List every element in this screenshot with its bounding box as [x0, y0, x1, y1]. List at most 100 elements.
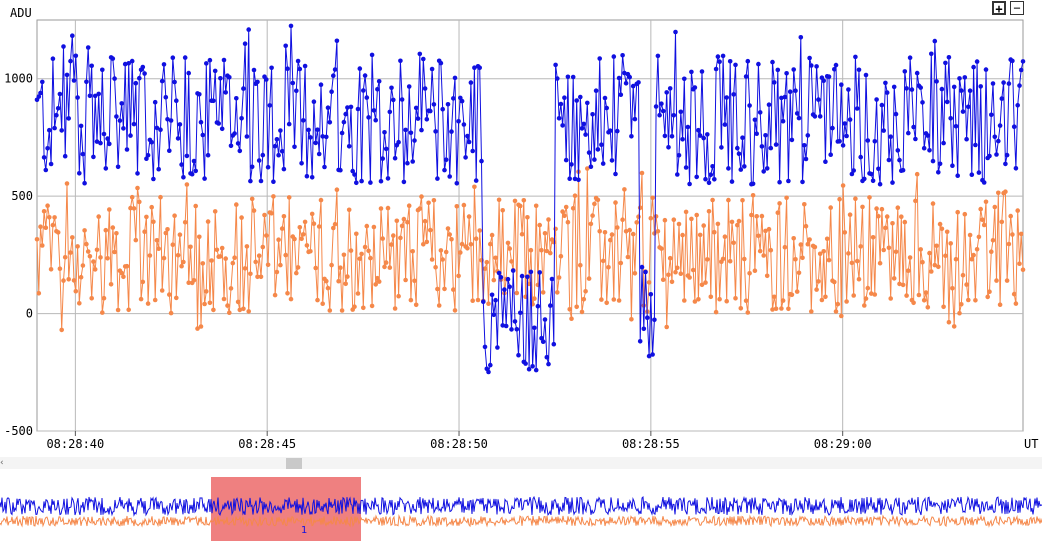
orange-point	[992, 204, 998, 210]
orange-point	[50, 222, 56, 228]
blue-point	[205, 152, 211, 158]
blue-point	[865, 138, 871, 143]
blue-point	[175, 136, 181, 141]
orange-point	[232, 255, 237, 260]
blue-point	[803, 156, 809, 162]
orange-point	[421, 242, 426, 247]
orange-point	[743, 298, 749, 304]
y-tick-label: 1000	[4, 72, 33, 86]
orange-point	[876, 214, 881, 219]
orange-point	[332, 221, 338, 227]
orange-point	[528, 247, 534, 253]
blue-point	[107, 141, 112, 147]
orange-point	[57, 266, 63, 272]
blue-point	[279, 148, 285, 154]
orange-point	[680, 232, 685, 238]
orange-point	[805, 241, 811, 247]
blue-point	[678, 109, 684, 115]
blue-point	[747, 103, 752, 108]
horizontal-scrollbar[interactable]: ‹	[0, 457, 1042, 469]
blue-point	[528, 269, 534, 275]
orange-point	[406, 203, 412, 208]
orange-point	[145, 301, 151, 306]
orange-point	[967, 232, 973, 238]
scroll-left-arrow-icon[interactable]: ‹	[0, 458, 4, 468]
blue-point	[59, 128, 64, 133]
blue-point	[364, 95, 370, 100]
orange-point	[285, 291, 290, 296]
blue-point	[391, 97, 396, 103]
blue-point	[1006, 81, 1012, 86]
blue-point	[352, 172, 357, 177]
blue-point	[750, 181, 756, 187]
blue-point	[172, 79, 177, 85]
blue-point	[846, 87, 851, 92]
orange-point	[602, 230, 608, 235]
scrollbar-thumb[interactable]	[286, 458, 302, 469]
blue-point	[488, 362, 493, 368]
blue-point	[784, 71, 789, 76]
blue-point	[773, 142, 779, 147]
orange-point	[784, 195, 789, 201]
blue-point	[401, 179, 407, 185]
orange-point	[1017, 261, 1022, 267]
blue-point	[327, 120, 333, 125]
blue-point	[913, 136, 918, 142]
blue-point	[724, 95, 729, 100]
orange-point	[205, 219, 211, 224]
orange-point	[563, 204, 569, 210]
orange-point	[101, 295, 107, 301]
zoom-in-button[interactable]: +	[992, 1, 1006, 16]
orange-point	[817, 251, 823, 257]
orange-point	[532, 296, 537, 301]
overview-series-blue	[0, 495, 1042, 517]
orange-point	[265, 262, 271, 268]
blue-point	[413, 105, 419, 111]
blue-point	[189, 171, 195, 177]
orange-point	[586, 276, 592, 281]
blue-point	[567, 176, 572, 181]
blue-point	[115, 164, 121, 170]
blue-point	[331, 73, 336, 78]
blue-point	[842, 121, 848, 126]
orange-point	[611, 297, 617, 302]
blue-point	[851, 168, 856, 173]
orange-point	[980, 217, 985, 222]
orange-point	[417, 206, 423, 211]
overview-navigator[interactable]: 1	[0, 470, 1042, 542]
blue-point	[382, 130, 387, 135]
orange-point	[272, 292, 278, 298]
blue-point	[576, 177, 581, 183]
blue-point	[683, 165, 689, 170]
blue-point	[518, 310, 523, 316]
orange-point	[891, 276, 897, 281]
orange-point	[713, 309, 719, 315]
blue-point	[246, 27, 251, 32]
orange-point	[369, 303, 375, 309]
blue-point	[990, 81, 996, 86]
blue-point	[960, 109, 966, 114]
orange-point	[92, 267, 98, 272]
zoom-out-button[interactable]: −	[1010, 1, 1024, 15]
blue-point	[951, 84, 957, 90]
blue-point	[276, 152, 281, 158]
orange-point	[219, 245, 225, 251]
orange-point	[55, 230, 61, 235]
blue-point	[137, 75, 142, 81]
blue-point	[948, 116, 953, 121]
orange-point	[981, 222, 987, 228]
orange-point	[401, 216, 407, 222]
blue-point	[182, 55, 188, 60]
orange-point	[738, 306, 744, 311]
orange-point	[174, 295, 179, 301]
orange-point	[735, 222, 740, 228]
blue-point	[61, 44, 66, 49]
blue-point	[260, 152, 266, 158]
blue-point	[502, 287, 507, 292]
blue-point	[242, 41, 248, 46]
orange-point	[696, 297, 701, 302]
orange-point	[999, 219, 1005, 225]
orange-point	[98, 255, 103, 260]
orange-point	[274, 269, 280, 275]
